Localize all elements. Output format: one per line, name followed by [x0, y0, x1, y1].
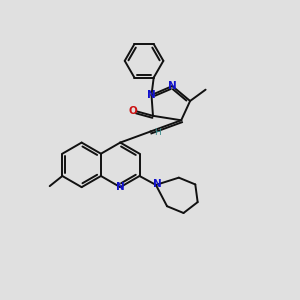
- Text: H: H: [154, 128, 160, 137]
- Text: N: N: [168, 81, 177, 91]
- Text: N: N: [153, 179, 162, 189]
- Text: O: O: [128, 106, 137, 116]
- Text: N: N: [116, 182, 124, 192]
- Text: N: N: [147, 90, 156, 100]
